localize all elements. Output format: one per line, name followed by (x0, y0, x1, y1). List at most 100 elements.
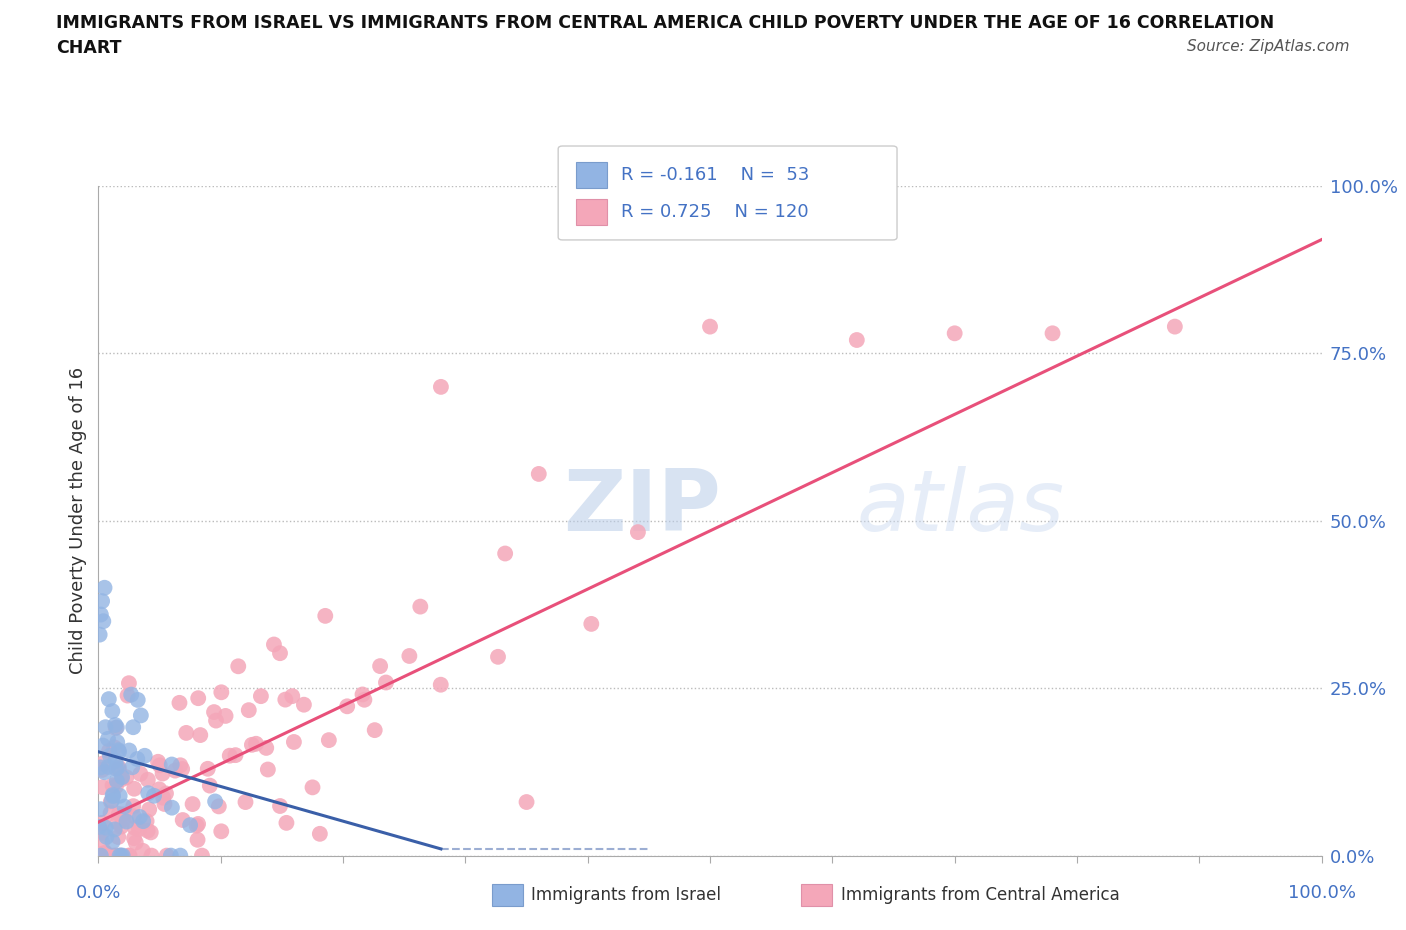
Point (156, 848, 179, 863)
Point (153, 796, 176, 811)
Point (204, 794, 226, 809)
Point (96, 830, 118, 844)
Point (136, 772, 159, 787)
Point (132, 844, 155, 858)
Point (169, 848, 191, 863)
Point (208, 799, 231, 814)
Point (845, 333, 868, 348)
Point (515, 794, 537, 809)
Point (105, 762, 128, 777)
Point (122, 830, 145, 845)
Point (111, 772, 134, 787)
Point (187, 817, 209, 831)
Point (409, 599, 432, 614)
Point (269, 645, 291, 660)
Point (155, 786, 177, 801)
Point (486, 649, 509, 664)
Point (107, 743, 129, 758)
Point (101, 788, 124, 803)
Point (254, 740, 277, 755)
Point (129, 708, 152, 723)
Point (226, 658, 249, 673)
Point (257, 762, 280, 777)
Point (104, 753, 127, 768)
Point (105, 720, 128, 735)
Text: 0.0%: 0.0% (76, 884, 121, 902)
Point (136, 786, 159, 801)
Point (129, 766, 152, 781)
Point (214, 709, 236, 724)
Point (118, 848, 141, 863)
Point (98, 743, 121, 758)
Point (527, 467, 550, 482)
Point (89, 802, 111, 817)
Point (108, 806, 131, 821)
Point (136, 823, 159, 838)
Point (127, 693, 149, 708)
Point (107, 815, 129, 830)
Point (186, 818, 208, 833)
Point (90, 607, 112, 622)
Point (98, 749, 121, 764)
Point (352, 687, 374, 702)
Point (104, 718, 127, 733)
Text: Source: ZipAtlas.com: Source: ZipAtlas.com (1187, 39, 1350, 54)
Point (93, 764, 115, 779)
Point (187, 691, 209, 706)
Point (197, 762, 219, 777)
Point (187, 832, 209, 847)
Point (91, 614, 114, 629)
Point (160, 848, 183, 863)
Point (198, 778, 221, 793)
Point (107, 763, 129, 777)
Point (149, 758, 172, 773)
Point (263, 637, 285, 652)
Point (93, 580, 115, 595)
Point (121, 760, 143, 775)
Point (93, 756, 115, 771)
Point (181, 797, 204, 812)
Point (108, 789, 131, 804)
Point (112, 799, 135, 814)
Text: 100.0%: 100.0% (1288, 884, 1355, 902)
Point (429, 677, 451, 692)
Point (172, 762, 194, 777)
Point (134, 749, 156, 764)
Text: ZIP: ZIP (564, 466, 721, 549)
Point (128, 821, 150, 836)
Point (1164, 319, 1187, 334)
Point (104, 779, 127, 794)
Point (104, 822, 127, 837)
Point (91, 738, 114, 753)
Point (117, 688, 139, 703)
Point (91, 846, 114, 861)
Point (148, 782, 170, 797)
Point (89, 627, 111, 642)
Point (107, 830, 129, 844)
Point (191, 848, 214, 863)
Point (124, 820, 146, 835)
Point (336, 698, 359, 713)
Y-axis label: Child Poverty Under the Age of 16: Child Poverty Under the Age of 16 (69, 367, 87, 674)
Point (276, 816, 298, 830)
Point (105, 774, 128, 789)
Point (100, 793, 122, 808)
Point (112, 807, 135, 822)
Point (111, 813, 134, 828)
Point (169, 758, 191, 773)
Point (101, 704, 124, 719)
Point (122, 809, 145, 824)
Point (375, 675, 398, 690)
Point (91, 779, 114, 794)
Point (1042, 326, 1064, 340)
Point (139, 825, 162, 840)
Text: atlas: atlas (856, 466, 1064, 549)
Point (101, 777, 124, 792)
Point (128, 809, 150, 824)
Point (115, 814, 138, 829)
Point (301, 780, 323, 795)
Point (101, 789, 124, 804)
Point (94, 820, 117, 835)
Point (245, 737, 267, 751)
Point (240, 737, 263, 752)
